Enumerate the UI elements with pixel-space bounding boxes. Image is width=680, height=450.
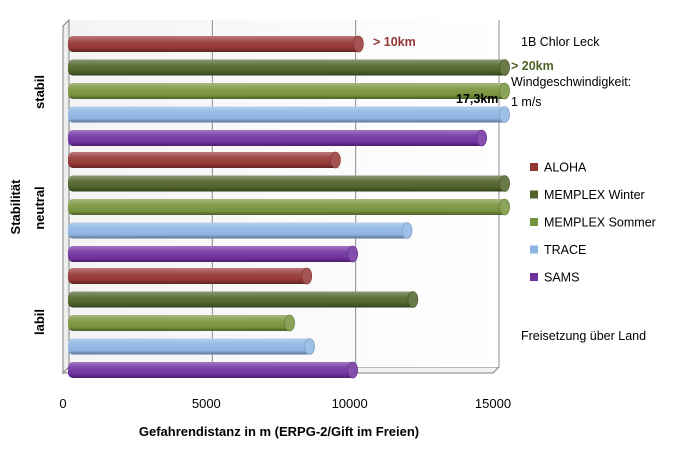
bar <box>68 338 315 355</box>
bar-body <box>68 222 412 239</box>
notes: 1B Chlor Leck Windgeschwindigkeit: 1 m/s… <box>511 35 646 343</box>
legend-item: MEMPLEX Sommer <box>530 216 656 230</box>
legend-label: ALOHA <box>544 161 587 175</box>
note-wind-line1: Windgeschwindigkeit: <box>511 75 631 89</box>
bar-cap <box>301 267 313 285</box>
legend-swatch <box>530 245 538 254</box>
bar <box>68 267 313 285</box>
bar <box>68 291 419 308</box>
bar-body <box>68 83 509 99</box>
bar <box>68 361 358 379</box>
bar <box>68 59 510 76</box>
bar-body <box>68 106 509 123</box>
bar-cap <box>330 151 341 169</box>
bar-cap <box>499 175 510 192</box>
legend-label: MEMPLEX Sommer <box>544 216 656 230</box>
legend-label: TRACE <box>544 243 586 257</box>
bar-cap <box>499 198 510 216</box>
legend-item: ALOHA <box>530 161 587 175</box>
legend-label: SAMS <box>544 271 579 285</box>
bar-cap <box>304 338 315 355</box>
bar <box>68 106 510 123</box>
x-tick-label: 10000 <box>332 396 368 411</box>
bar <box>68 129 487 147</box>
bar-body <box>68 59 509 76</box>
bar-body <box>68 362 357 378</box>
annotation-memplex-stabil: > 20km <box>511 59 554 73</box>
category-label: neutral <box>32 186 47 229</box>
bar <box>68 82 510 100</box>
bar-body <box>68 36 363 52</box>
legend-label: MEMPLEX Winter <box>544 188 645 202</box>
bars <box>68 35 510 379</box>
bar-body <box>68 315 294 331</box>
bar <box>68 35 364 53</box>
bar-cap <box>499 59 510 76</box>
legend-item: TRACE <box>530 243 586 257</box>
x-axis-title: Gefahrendistanz in m (ERPG-2/Gift im Fre… <box>139 424 419 439</box>
bar-body <box>68 199 509 215</box>
x-tick-label: 5000 <box>192 396 221 411</box>
annotation-aloha-stabil: > 10km <box>373 35 416 49</box>
bar <box>68 198 510 216</box>
bar <box>68 175 510 192</box>
gridline-depth <box>492 366 500 374</box>
bar <box>68 222 413 239</box>
legend-item: MEMPLEX Winter <box>530 188 645 202</box>
bar-cap <box>353 35 364 53</box>
legend-swatch <box>530 190 538 199</box>
bar-cap <box>499 106 510 123</box>
bar-body <box>68 130 486 146</box>
bar-body <box>68 268 311 284</box>
annotations: > 10km > 20km 17,3km <box>373 35 554 106</box>
legend-swatch <box>530 163 538 171</box>
bar <box>68 151 341 169</box>
note-wind-line2: 1 m/s <box>511 95 542 109</box>
bar-body <box>68 152 340 168</box>
bar-body <box>68 246 357 262</box>
bar-cap <box>284 314 295 332</box>
legend-swatch <box>530 218 538 226</box>
category-label: stabil <box>32 75 47 109</box>
note-release: Freisetzung über Land <box>521 329 646 343</box>
x-tick-labels: 0 5000 10000 15000 <box>59 396 511 411</box>
x-tick-label: 0 <box>59 396 66 411</box>
back-wall <box>69 20 507 367</box>
bar-cap <box>407 291 419 308</box>
bar-cap <box>347 361 358 379</box>
category-labels: stabil neutral labil <box>32 75 47 335</box>
legend-swatch <box>530 273 538 281</box>
bar-cap <box>347 245 358 263</box>
category-label: labil <box>32 309 47 335</box>
bar-cap <box>476 129 487 147</box>
bar-cap <box>401 222 413 239</box>
bar-body <box>68 175 509 192</box>
bar-body <box>68 291 417 308</box>
legend-item: SAMS <box>530 271 579 285</box>
annotation-trace-stabil: 17,3km <box>456 92 498 106</box>
bar <box>68 245 358 263</box>
bar-body <box>68 338 314 355</box>
x-tick-label: 15000 <box>475 396 511 411</box>
legend: ALOHA MEMPLEX Winter MEMPLEX Sommer TRACE SA… <box>530 161 656 285</box>
bar-cap <box>499 82 510 100</box>
y-axis-title: Stabilität <box>8 179 23 235</box>
bar <box>68 314 295 332</box>
note-title: 1B Chlor Leck <box>521 35 600 49</box>
